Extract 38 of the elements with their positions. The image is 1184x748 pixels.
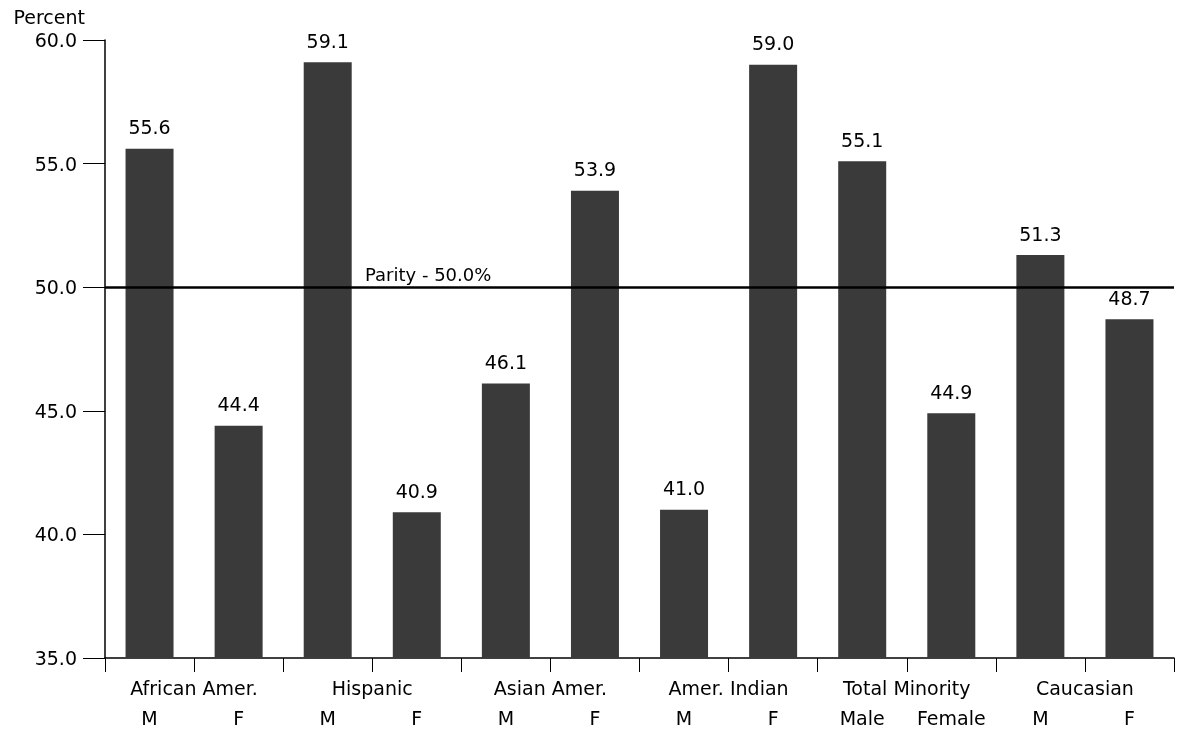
y-tick-label: 45.0 (34, 399, 77, 422)
text: African Amer. (130, 676, 258, 699)
data-label: 46.1 (484, 351, 528, 374)
x-tick-label: M (497, 706, 515, 729)
text: Amer. Indian (668, 676, 789, 699)
text: Total Minority (841, 676, 971, 699)
data-label: 59.0 (751, 32, 795, 55)
y-tick-label: 35.0 (34, 647, 77, 669)
data-label: 40.9 (395, 479, 438, 502)
data-label: 44.4 (217, 393, 260, 416)
x-tick-label: Male (839, 706, 885, 729)
x-tick-label: M (675, 706, 693, 729)
x-tick-label: F (1123, 706, 1135, 729)
data-label: 53.9 (573, 158, 617, 181)
ref-line-label: Parity - 50.0% (365, 263, 492, 285)
y-tick-label: 60.0 (34, 29, 77, 51)
y-tick-label: 50.0 (34, 276, 77, 299)
x-tick-label: F (411, 706, 423, 729)
data-label: 44.9 (930, 380, 973, 403)
data-label: 41.0 (662, 477, 706, 500)
text: Caucasian (1035, 676, 1134, 699)
data-label: 55.6 (128, 116, 171, 139)
x-tick-label: M (319, 706, 336, 729)
data-label: 51.3 (1019, 222, 1062, 245)
x-tick-label: F (767, 706, 779, 729)
text: Asian Amer. (493, 676, 608, 699)
x-tick-label: F (589, 706, 601, 729)
x-tick-label: Female (916, 706, 986, 729)
y-tick-label: 40.0 (34, 523, 77, 546)
text: Hispanic (331, 676, 413, 699)
data-label: 59.1 (306, 29, 349, 52)
data-label: 48.7 (1108, 286, 1151, 309)
x-tick-label: F (233, 706, 245, 729)
y-axis-title: Percent (13, 5, 85, 28)
x-tick-label: M (141, 706, 158, 729)
y-tick-label: 55.0 (34, 152, 77, 175)
data-label: 55.1 (841, 128, 884, 151)
x-tick-label: M (1032, 706, 1049, 729)
